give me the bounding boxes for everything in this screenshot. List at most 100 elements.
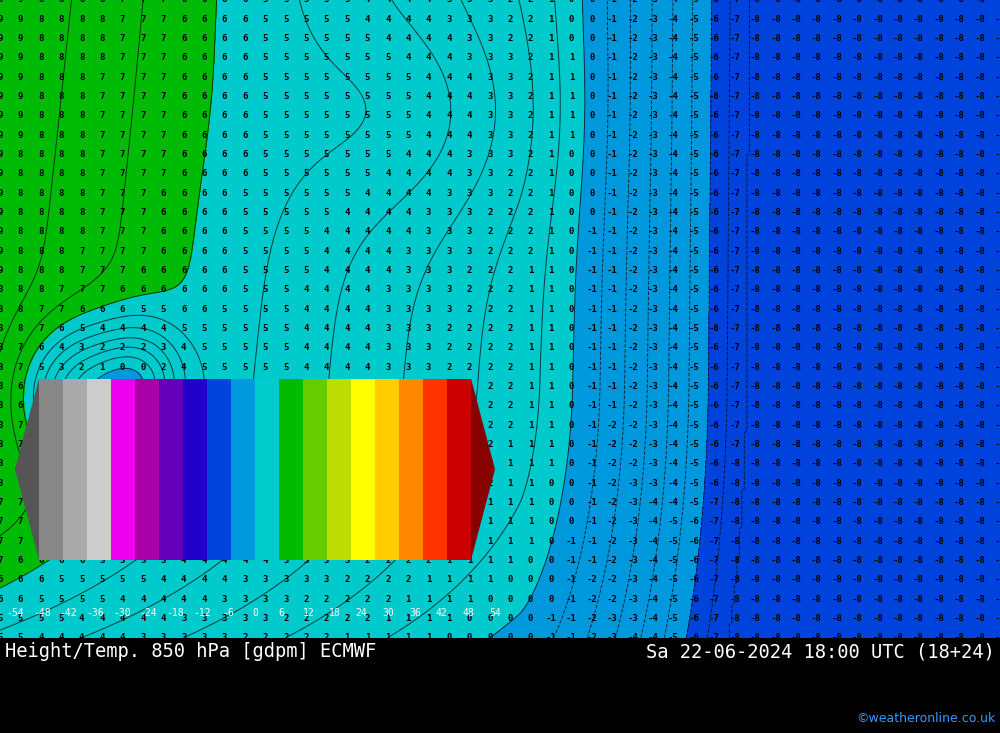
Text: 4: 4 — [222, 517, 227, 526]
Text: 5: 5 — [263, 247, 268, 256]
Text: -3: -3 — [648, 421, 658, 430]
Text: -8: -8 — [872, 498, 883, 507]
Text: -8: -8 — [831, 324, 842, 333]
Text: 1: 1 — [569, 92, 574, 101]
Text: -8: -8 — [872, 633, 883, 642]
Text: 2: 2 — [487, 305, 492, 314]
Text: 1: 1 — [548, 0, 554, 4]
Text: 7: 7 — [140, 111, 146, 120]
Text: -8: -8 — [933, 479, 944, 487]
Text: 5: 5 — [263, 285, 268, 295]
Text: -2: -2 — [627, 150, 638, 159]
Text: 0: 0 — [569, 440, 574, 449]
Text: 7: 7 — [120, 130, 125, 140]
Text: -1: -1 — [607, 363, 618, 372]
Bar — [327, 378, 351, 560]
Text: -8: -8 — [750, 324, 760, 333]
Text: -8: -8 — [974, 382, 985, 391]
Text: -6: -6 — [689, 556, 699, 565]
Text: -8: -8 — [852, 614, 863, 623]
Text: 1: 1 — [548, 34, 554, 43]
Text: 1: 1 — [548, 150, 554, 159]
Text: -8: -8 — [750, 54, 760, 62]
Text: -6: -6 — [709, 34, 720, 43]
Text: -4: -4 — [648, 633, 658, 642]
Text: -7: -7 — [729, 0, 740, 4]
Text: -8: -8 — [913, 440, 924, 449]
Text: 6: 6 — [222, 150, 227, 159]
Text: 5: 5 — [365, 34, 370, 43]
Text: -8: -8 — [852, 556, 863, 565]
Text: -8: -8 — [750, 421, 760, 430]
Text: 2: 2 — [487, 440, 492, 449]
Text: 5: 5 — [283, 247, 288, 256]
Text: 7: 7 — [140, 169, 146, 178]
Text: 3: 3 — [385, 363, 390, 372]
Text: -1: -1 — [586, 266, 597, 275]
Text: 5: 5 — [405, 73, 411, 82]
Text: 2: 2 — [446, 343, 452, 353]
Text: 7: 7 — [79, 266, 84, 275]
Text: -8: -8 — [852, 266, 863, 275]
Text: 3: 3 — [303, 517, 309, 526]
Text: -8: -8 — [791, 208, 801, 217]
Text: 4: 4 — [324, 440, 329, 449]
Text: -5: -5 — [689, 188, 699, 198]
Text: 8: 8 — [0, 324, 3, 333]
Text: 5: 5 — [161, 517, 166, 526]
Text: -7: -7 — [709, 517, 720, 526]
Text: -8: -8 — [954, 440, 965, 449]
Text: 0: 0 — [252, 608, 258, 619]
Text: -8: -8 — [852, 479, 863, 487]
Text: 5: 5 — [385, 111, 390, 120]
Text: 5: 5 — [140, 517, 146, 526]
Text: -8: -8 — [913, 188, 924, 198]
Text: 0: 0 — [589, 130, 595, 140]
Text: 4: 4 — [385, 208, 390, 217]
Text: 5: 5 — [242, 363, 248, 372]
Text: 7: 7 — [18, 460, 23, 468]
Text: 5: 5 — [324, 188, 329, 198]
Text: 5: 5 — [344, 169, 350, 178]
Text: -8: -8 — [954, 575, 965, 584]
Text: -6: -6 — [709, 382, 720, 391]
Text: 3: 3 — [324, 556, 329, 565]
Text: 4: 4 — [140, 324, 146, 333]
Bar — [303, 378, 327, 560]
Text: 4: 4 — [467, 111, 472, 120]
Text: 4: 4 — [283, 460, 288, 468]
Text: 7: 7 — [140, 227, 146, 237]
Text: -8: -8 — [770, 363, 781, 372]
Text: 5: 5 — [201, 440, 207, 449]
Text: -8: -8 — [913, 169, 924, 178]
Bar — [159, 378, 183, 560]
Text: 5: 5 — [303, 15, 309, 24]
Text: 1: 1 — [385, 633, 390, 642]
Text: 4: 4 — [446, 92, 452, 101]
Text: 8: 8 — [0, 285, 3, 295]
Text: 0: 0 — [528, 633, 533, 642]
Text: 1: 1 — [548, 305, 554, 314]
Text: -8: -8 — [831, 594, 842, 603]
Text: -8: -8 — [750, 498, 760, 507]
Text: 5: 5 — [201, 382, 207, 391]
Text: 4: 4 — [303, 498, 309, 507]
Text: -7: -7 — [729, 73, 740, 82]
Text: -8: -8 — [954, 227, 965, 237]
Text: 0: 0 — [569, 382, 574, 391]
Text: 4: 4 — [324, 421, 329, 430]
Text: 6: 6 — [201, 73, 207, 82]
Text: 2: 2 — [303, 633, 309, 642]
Text: 0: 0 — [548, 594, 554, 603]
Text: -8: -8 — [974, 92, 985, 101]
Text: 6: 6 — [201, 227, 207, 237]
Text: -3: -3 — [648, 247, 658, 256]
Text: -1: -1 — [607, 54, 618, 62]
Text: 9: 9 — [0, 247, 3, 256]
Text: 3: 3 — [365, 382, 370, 391]
Text: 0: 0 — [487, 594, 492, 603]
Text: 3: 3 — [324, 498, 329, 507]
Text: 5: 5 — [161, 460, 166, 468]
Text: 3: 3 — [467, 34, 472, 43]
Text: -5: -5 — [668, 633, 679, 642]
